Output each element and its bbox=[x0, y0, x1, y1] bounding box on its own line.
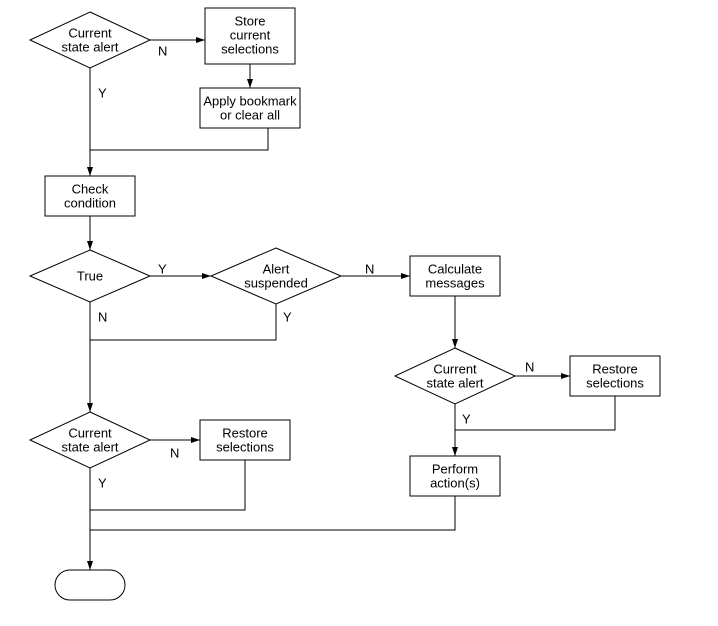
node-label: messages bbox=[425, 275, 485, 290]
decision-current-state-alert-top: Current state alert bbox=[30, 12, 150, 68]
process-check-condition: Check condition bbox=[45, 176, 135, 216]
node-label: Store bbox=[234, 13, 265, 28]
node-label: Restore bbox=[222, 425, 268, 440]
node-label: Perform bbox=[432, 461, 478, 476]
process-restore-selections-right: Restore selections bbox=[570, 356, 660, 396]
process-apply-bookmark: Apply bookmark or clear all bbox=[200, 88, 300, 128]
decision-alert-suspended: Alert suspended bbox=[211, 248, 341, 304]
edge-d3-merge bbox=[90, 304, 276, 340]
node-label: state alert bbox=[426, 375, 483, 390]
node-label: state alert bbox=[61, 439, 118, 454]
edge-label: N bbox=[170, 445, 179, 460]
edge-label: N bbox=[525, 359, 534, 374]
node-label: selections bbox=[221, 41, 279, 56]
node-label: current bbox=[230, 27, 271, 42]
node-label: Alert bbox=[263, 261, 290, 276]
decision-true: True bbox=[30, 250, 150, 302]
process-calculate-messages: Calculate messages bbox=[410, 256, 500, 296]
edge-label: Y bbox=[98, 475, 107, 490]
node-label: Current bbox=[68, 25, 112, 40]
edge-label: N bbox=[98, 309, 107, 324]
node-label: Check bbox=[72, 181, 109, 196]
node-label: action(s) bbox=[430, 475, 480, 490]
node-label: or clear all bbox=[220, 107, 280, 122]
terminator-end bbox=[55, 570, 125, 600]
node-label: state alert bbox=[61, 39, 118, 54]
node-label: Current bbox=[433, 361, 477, 376]
process-perform-actions: Perform action(s) bbox=[410, 456, 500, 496]
node-label: selections bbox=[216, 439, 274, 454]
edge-label: Y bbox=[283, 309, 292, 324]
edge-p5-merge bbox=[455, 396, 615, 430]
decision-current-state-alert-right: Current state alert bbox=[395, 348, 515, 404]
edge-label: N bbox=[158, 43, 167, 58]
edge-label: Y bbox=[158, 261, 167, 276]
node-label: Apply bookmark bbox=[203, 93, 297, 108]
node-label: Restore bbox=[592, 361, 638, 376]
node-label: suspended bbox=[244, 275, 308, 290]
node-label: Calculate bbox=[428, 261, 482, 276]
edge-p7-merge bbox=[90, 496, 455, 530]
decision-current-state-alert-left: Current state alert bbox=[30, 412, 150, 468]
edge-p2-merge bbox=[90, 128, 268, 150]
process-restore-selections-left: Restore selections bbox=[200, 420, 290, 460]
edge-label: Y bbox=[462, 411, 471, 426]
edge-p6-merge bbox=[90, 460, 245, 510]
process-store-current-selections: Store current selections bbox=[205, 8, 295, 64]
node-label: selections bbox=[586, 375, 644, 390]
node-label: True bbox=[77, 268, 103, 283]
edge-label: Y bbox=[98, 85, 107, 100]
edge-label: N bbox=[365, 261, 374, 276]
node-label: condition bbox=[64, 195, 116, 210]
node-label: Current bbox=[68, 425, 112, 440]
